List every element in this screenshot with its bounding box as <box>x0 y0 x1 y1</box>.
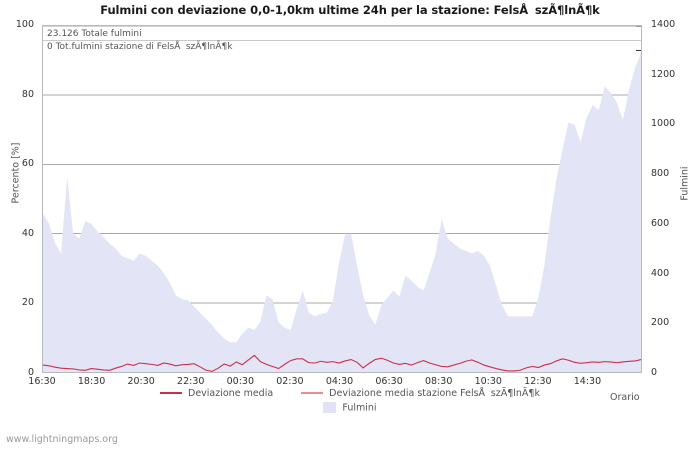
x-axis-tick: 10:30 <box>474 376 502 387</box>
x-axis-tick: 04:30 <box>325 376 354 387</box>
x-axis-label: Orario <box>610 392 640 403</box>
page-title: Fulmini con deviazione 0,0-1,0km ultime … <box>100 3 600 17</box>
legend-label: Deviazione media stazione FelsÅszÃ¶lnÃ¶… <box>329 388 540 399</box>
y-axis-right-tick: 1200 <box>651 68 676 80</box>
x-axis-tick: 06:30 <box>375 376 403 387</box>
y-axis-right-tick: 800 <box>651 168 670 180</box>
annotation-station-strikes: 0 Tot.fulmini stazione di FelsÅszÃ¶lnÃ¶… <box>47 42 233 52</box>
legend-item[interactable]: Deviazione media <box>160 388 273 399</box>
x-axis-tick: 14:30 <box>573 376 602 387</box>
legend-swatch-box <box>323 402 337 413</box>
strikes-area-series <box>43 53 641 372</box>
legend-label: Deviazione media <box>188 388 274 399</box>
y-axis-left-tick: 80 <box>21 88 34 100</box>
deviation-line-series <box>43 354 641 372</box>
y-axis-right-tick: 600 <box>651 217 670 229</box>
chart-canvas <box>43 26 641 372</box>
x-axis-tick: 18:30 <box>77 376 106 387</box>
x-axis-tick: 02:30 <box>276 376 304 387</box>
y-axis-right-tick: 400 <box>651 267 670 279</box>
x-axis-tick: 00:30 <box>226 376 255 387</box>
x-axis-tick: 22:30 <box>177 376 205 387</box>
annotation-total-strikes: 23.126 Totale fulmini <box>47 29 142 39</box>
legend-row-secondary: Fulmini <box>0 402 700 414</box>
y-axis-left-tick: 0 <box>27 367 34 378</box>
x-axis-tick: 12:30 <box>524 376 552 387</box>
legend-label: Fulmini <box>342 402 377 414</box>
x-axis-tick: 08:30 <box>424 376 453 387</box>
plot-area <box>42 25 642 373</box>
y-axis-left-tick: 40 <box>21 227 34 239</box>
legend-item[interactable]: Deviazione media stazione FelsÅszÃ¶lnÃ¶… <box>301 388 540 399</box>
y-axis-left-tick: 100 <box>15 19 34 30</box>
y-axis-right-label: Fulmini <box>679 166 691 201</box>
y-axis-right-tick: 1000 <box>651 118 676 130</box>
y-axis-right-tick: 1400 <box>651 19 676 30</box>
y-axis-left-tick: 60 <box>21 158 34 170</box>
y-axis-right-tick: 200 <box>651 317 670 329</box>
x-axis-tick: 20:30 <box>127 376 155 387</box>
legend-swatch-line <box>301 391 324 394</box>
legend-swatch-line <box>160 391 182 394</box>
legend-item[interactable]: Fulmini <box>323 402 377 414</box>
y-axis-left-label: Percento [%] <box>10 142 22 204</box>
x-axis-tick: 16:30 <box>28 376 56 387</box>
y-axis-right-tick: 0 <box>651 367 658 378</box>
watermark: www.lightningmaps.org <box>6 434 118 445</box>
legend-row-primary: Deviazione media Deviazione media stazion… <box>0 388 700 399</box>
annotation-divider <box>43 40 641 41</box>
y-axis-left-tick: 20 <box>21 297 34 309</box>
